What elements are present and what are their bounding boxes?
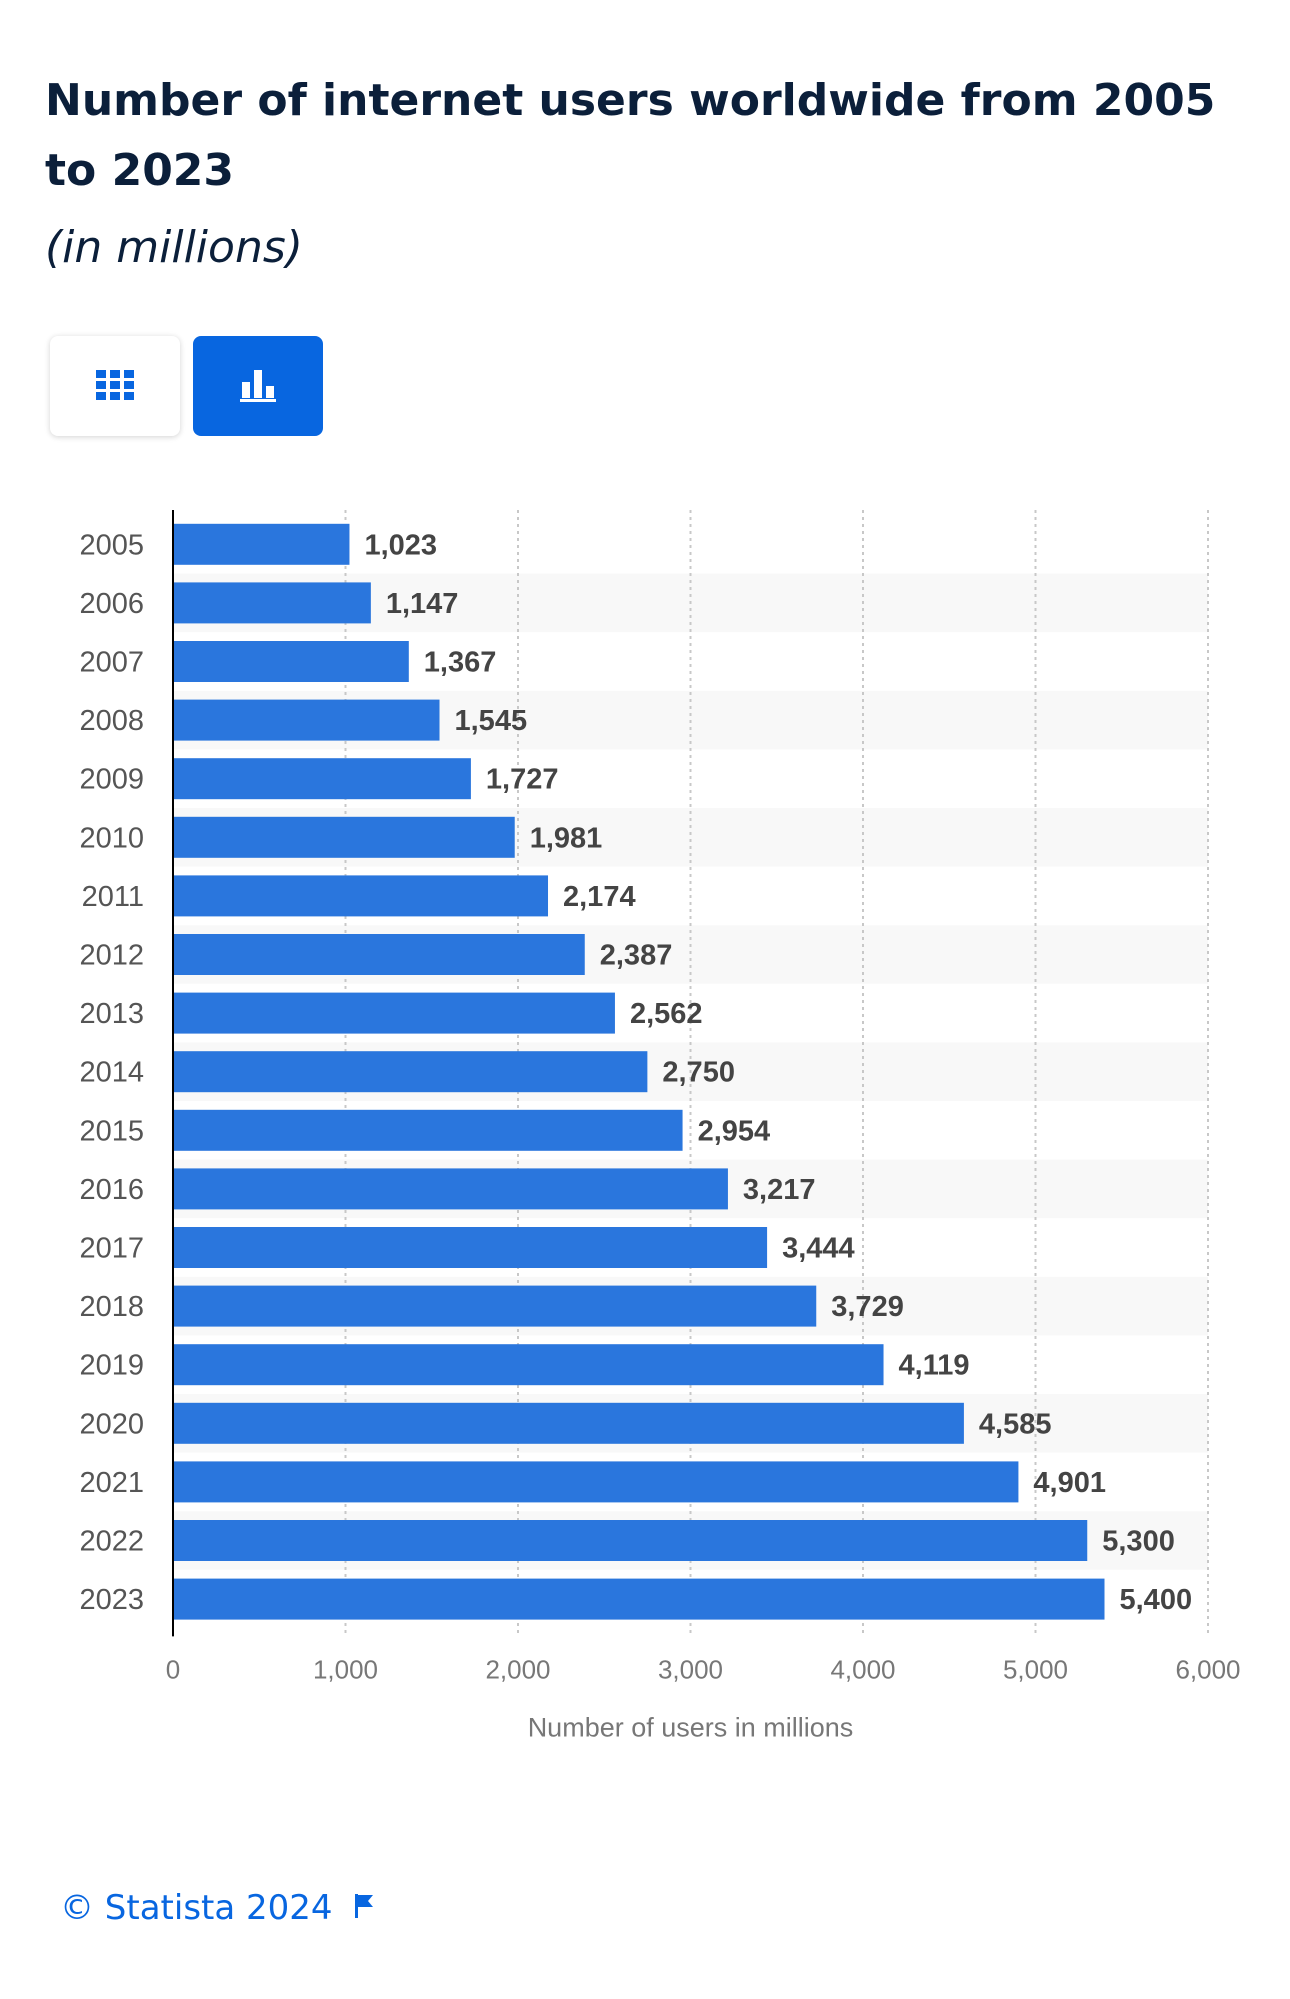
bar[interactable]	[173, 1109, 683, 1151]
category-label: 2008	[79, 705, 144, 737]
value-label: 3,444	[782, 1233, 855, 1265]
bar[interactable]	[173, 1285, 817, 1327]
bar[interactable]	[173, 1344, 884, 1386]
x-tick-label: 1,000	[313, 1654, 378, 1684]
value-label: 2,750	[662, 1057, 735, 1089]
category-label: 2010	[79, 822, 144, 854]
bar[interactable]	[173, 816, 515, 858]
value-label: 2,562	[630, 998, 703, 1030]
category-label: 2006	[79, 588, 144, 620]
value-label: 3,729	[831, 1291, 904, 1323]
category-label: 2023	[79, 1584, 144, 1616]
bar[interactable]	[173, 1227, 768, 1268]
bar[interactable]	[173, 758, 471, 800]
x-tick-label: 4,000	[830, 1654, 895, 1684]
bar[interactable]	[173, 699, 440, 741]
value-label: 1,147	[386, 588, 459, 620]
category-label: 2013	[79, 998, 144, 1030]
category-label: 2007	[79, 647, 144, 679]
chart-subtitle: (in millions)	[45, 222, 303, 273]
value-label: 1,023	[364, 529, 437, 561]
category-label: 2005	[79, 529, 144, 561]
bar[interactable]	[173, 1578, 1105, 1620]
bar[interactable]	[173, 934, 585, 975]
category-labels: 2005 2006 2007 2008 2009 2010 2011 2012 2013 2014…	[79, 529, 144, 1616]
grid-lines	[344, 510, 1209, 1637]
category-label: 2019	[79, 1350, 144, 1382]
category-label: 2009	[79, 764, 144, 796]
value-label: 3,217	[743, 1174, 816, 1206]
bar-chart-icon	[240, 368, 276, 405]
value-label: 5,300	[1102, 1526, 1175, 1558]
bar[interactable]	[173, 1461, 1019, 1503]
bars	[173, 523, 1105, 1620]
category-label: 2012	[79, 940, 144, 972]
x-tick-label: 5,000	[1003, 1654, 1068, 1684]
bar[interactable]	[173, 875, 549, 917]
x-tick-label: 2,000	[485, 1654, 550, 1684]
bar[interactable]	[173, 523, 350, 565]
value-label: 1,981	[530, 822, 603, 854]
flag-icon[interactable]	[353, 1892, 375, 1925]
x-tick-label: 0	[166, 1654, 180, 1684]
footer: © Statista 2024	[60, 1888, 375, 1928]
value-label: 5,400	[1120, 1584, 1193, 1616]
bar[interactable]	[173, 1402, 964, 1444]
category-label: 2018	[79, 1291, 144, 1323]
grid-icon	[96, 369, 134, 403]
value-labels: 1,023 1,147 1,367 1,545 1,727 1,981 2,174 2,387…	[364, 529, 1192, 1616]
category-label: 2021	[79, 1467, 144, 1499]
bar-chart: 2005 2006 2007 2008 2009 2010 2011 2012 2013 2014…	[79, 510, 1241, 1742]
value-label: 1,727	[486, 764, 559, 796]
category-label: 2022	[79, 1526, 144, 1558]
x-tick-labels: 0 1,000 2,000 3,000 4,000 5,000 6,000	[166, 1654, 1241, 1684]
bar[interactable]	[173, 582, 371, 624]
chart-title: Number of internet users worldwide from …	[45, 75, 1216, 196]
x-axis-title: Number of users in millions	[528, 1712, 854, 1742]
x-tick-label: 3,000	[658, 1654, 723, 1684]
category-label: 2016	[79, 1174, 144, 1206]
bar[interactable]	[173, 641, 409, 682]
category-label: 2015	[79, 1115, 144, 1147]
value-label: 2,387	[600, 940, 673, 972]
value-label: 4,585	[979, 1408, 1052, 1440]
statista-copyright-link[interactable]: © Statista 2024	[60, 1888, 333, 1928]
x-tick-label: 6,000	[1175, 1654, 1240, 1684]
category-label: 2014	[79, 1057, 144, 1089]
bar[interactable]	[173, 1168, 728, 1210]
table-view-button[interactable]	[50, 336, 180, 436]
value-label: 4,119	[899, 1350, 970, 1382]
bar[interactable]	[173, 1520, 1088, 1561]
bar[interactable]	[173, 992, 615, 1034]
category-label: 2011	[82, 881, 144, 913]
bar[interactable]	[173, 1051, 648, 1093]
value-label: 1,367	[424, 647, 497, 679]
value-label: 2,954	[698, 1115, 771, 1147]
value-label: 1,545	[455, 705, 528, 737]
value-label: 4,901	[1033, 1467, 1106, 1499]
value-label: 2,174	[563, 881, 636, 913]
category-label: 2020	[79, 1408, 144, 1440]
chart-view-button[interactable]	[193, 336, 323, 436]
category-label: 2017	[79, 1233, 144, 1265]
